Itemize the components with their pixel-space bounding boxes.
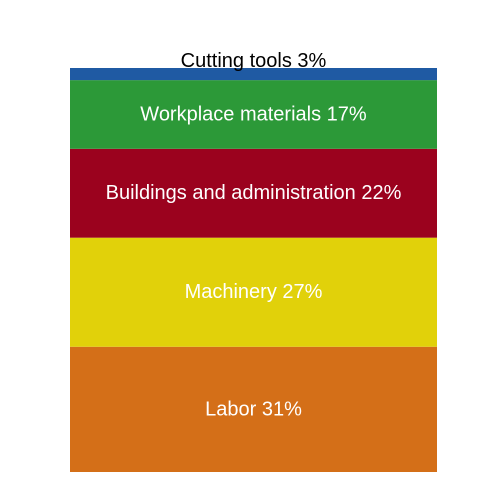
bar-segment-machinery xyxy=(70,237,437,347)
segment-labels: Labor 31% Machinery 27% Buildings and admi… xyxy=(106,50,402,420)
bar-segment-workplace-materials xyxy=(70,80,437,149)
segment-label-cutting-tools: Cutting tools 3% xyxy=(181,50,327,72)
segment-label-buildings-and-administration: Buildings and administration 22% xyxy=(106,182,402,204)
segment-label-labor: Labor 31% xyxy=(205,398,302,420)
bar-segments xyxy=(70,68,437,472)
segment-label-machinery: Machinery 27% xyxy=(185,281,323,303)
bar-segment-labor xyxy=(70,346,437,472)
segment-label-workplace-materials: Workplace materials 17% xyxy=(140,103,367,125)
bar-segment-cutting-tools xyxy=(70,68,437,81)
bar-segment-buildings-and-administration xyxy=(70,148,437,238)
